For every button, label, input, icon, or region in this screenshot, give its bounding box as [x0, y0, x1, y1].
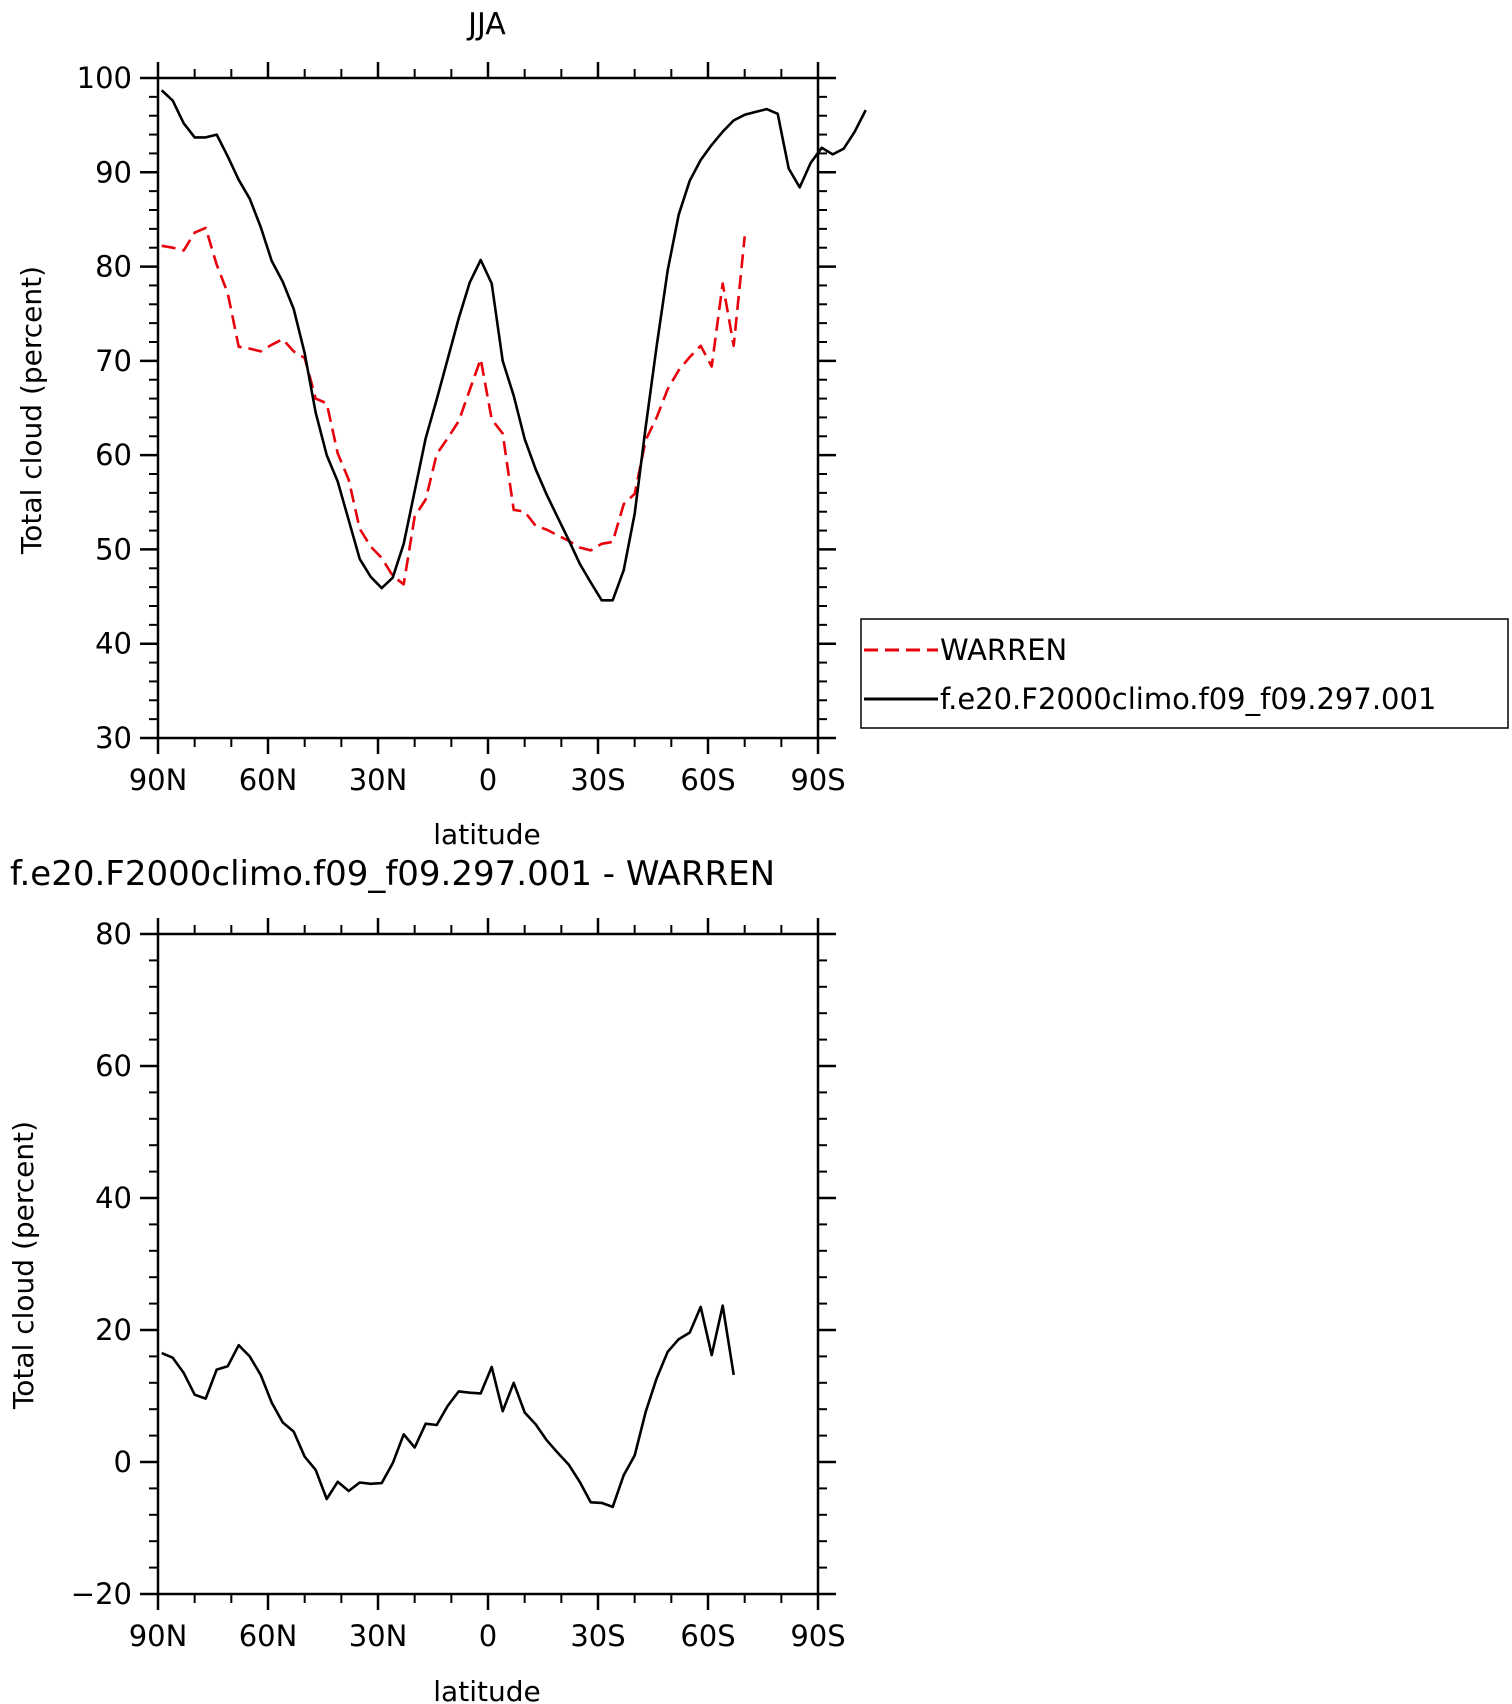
bottom-y-tick-label: 20	[95, 1313, 132, 1347]
top-y-tick-label: 50	[95, 532, 132, 566]
legend-label-warren: WARREN	[940, 633, 1067, 667]
top-y-tick-label: 80	[95, 250, 132, 284]
top-x-tick-label: 60N	[239, 763, 298, 797]
top-y-tick-label: 60	[95, 438, 132, 472]
top-y-axis-label: Total cloud (percent)	[15, 266, 48, 555]
bottom-x-tick-label: 90N	[129, 1619, 188, 1653]
bottom-y-tick-label: 60	[95, 1049, 132, 1083]
bottom-x-tick-label: 0	[479, 1619, 497, 1653]
bottom-chart-title: f.e20.F2000climo.f09_f09.297.001 - WARRE…	[10, 854, 775, 894]
top-plot-frame	[156, 76, 820, 740]
bottom-x-tick-label: 60N	[239, 1619, 298, 1653]
top-x-tick-label: 60S	[680, 763, 735, 797]
top-chart-panel: JJA Total cloud (percent) latitude 90N 60…	[15, 7, 867, 851]
top-y-tick-label: 100	[77, 61, 132, 95]
bottom-chart-panel: f.e20.F2000climo.f09_f09.297.001 - WARRE…	[7, 854, 846, 1704]
top-x-tick-label: 0	[479, 763, 497, 797]
bottom-plot-frame	[156, 932, 820, 1596]
top-x-tick-label: 30S	[570, 763, 625, 797]
bottom-x-axis-label: latitude	[433, 1675, 540, 1704]
top-y-tick-label: 30	[95, 721, 132, 755]
bottom-x-tick-label: 90S	[790, 1619, 845, 1653]
bottom-x-tick-label: 30N	[349, 1619, 408, 1653]
top-y-tick-label: 70	[95, 344, 132, 378]
top-y-tick-label: 40	[95, 627, 132, 661]
top-x-tick-label: 30N	[349, 763, 408, 797]
legend-label-model: f.e20.F2000climo.f09_f09.297.001	[940, 682, 1436, 716]
bottom-x-tick-label: 30S	[570, 1619, 625, 1653]
top-series-line-1	[160, 89, 867, 602]
bottom-series-line-0	[161, 1304, 735, 1509]
legend-box	[860, 618, 1509, 729]
bottom-y-tick-label: 0	[114, 1445, 132, 1479]
top-x-axis-label: latitude	[433, 818, 540, 851]
bottom-y-tick-label: 80	[95, 917, 132, 951]
bottom-y-tick-label: 40	[95, 1181, 132, 1215]
top-y-tick-label: 90	[95, 155, 132, 189]
bottom-y-tick-label: −20	[71, 1577, 132, 1611]
bottom-x-tick-label: 60S	[680, 1619, 735, 1653]
top-series-line-0	[161, 226, 746, 586]
bottom-y-axis-label: Total cloud (percent)	[7, 1121, 40, 1410]
top-x-tick-label: 90S	[790, 763, 845, 797]
top-chart-title: JJA	[466, 7, 506, 42]
top-x-tick-label: 90N	[129, 763, 188, 797]
legend: WARREN f.e20.F2000climo.f09_f09.297.001	[860, 618, 1509, 729]
